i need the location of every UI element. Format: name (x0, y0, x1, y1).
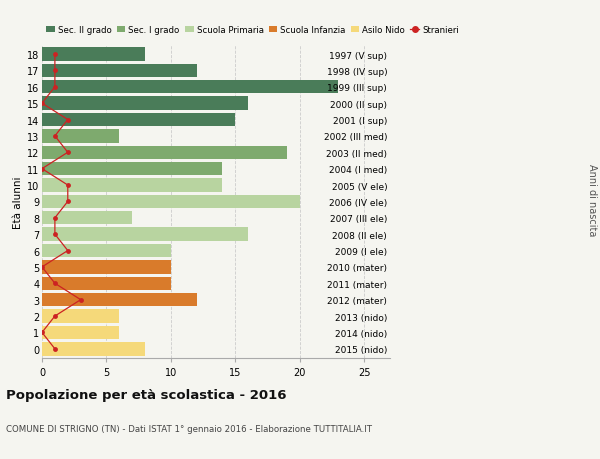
Bar (42, 277, 171, 291)
Bar (42, 130, 119, 143)
Bar (42, 195, 300, 209)
Legend: Sec. II grado, Sec. I grado, Scuola Primaria, Scuola Infanzia, Asilo Nido, Stran: Sec. II grado, Sec. I grado, Scuola Prim… (46, 26, 459, 35)
Bar (42, 146, 287, 160)
Y-axis label: Età alunni: Età alunni (13, 176, 23, 228)
Bar (42, 261, 171, 274)
Bar (42, 326, 119, 339)
Bar (42, 97, 248, 111)
Bar (42, 293, 197, 307)
Bar (42, 48, 145, 62)
Text: Popolazione per età scolastica - 2016: Popolazione per età scolastica - 2016 (6, 388, 287, 401)
Bar (42, 342, 145, 356)
Bar (42, 179, 223, 192)
Bar (42, 81, 338, 94)
Text: Anni di nascita: Anni di nascita (587, 163, 597, 236)
Bar (42, 113, 235, 127)
Bar (42, 212, 132, 225)
Bar (42, 162, 223, 176)
Bar (42, 244, 171, 257)
Bar (42, 65, 197, 78)
Text: COMUNE DI STRIGNO (TN) - Dati ISTAT 1° gennaio 2016 - Elaborazione TUTTITALIA.IT: COMUNE DI STRIGNO (TN) - Dati ISTAT 1° g… (6, 425, 372, 434)
Bar (42, 228, 248, 241)
Bar (42, 310, 119, 323)
